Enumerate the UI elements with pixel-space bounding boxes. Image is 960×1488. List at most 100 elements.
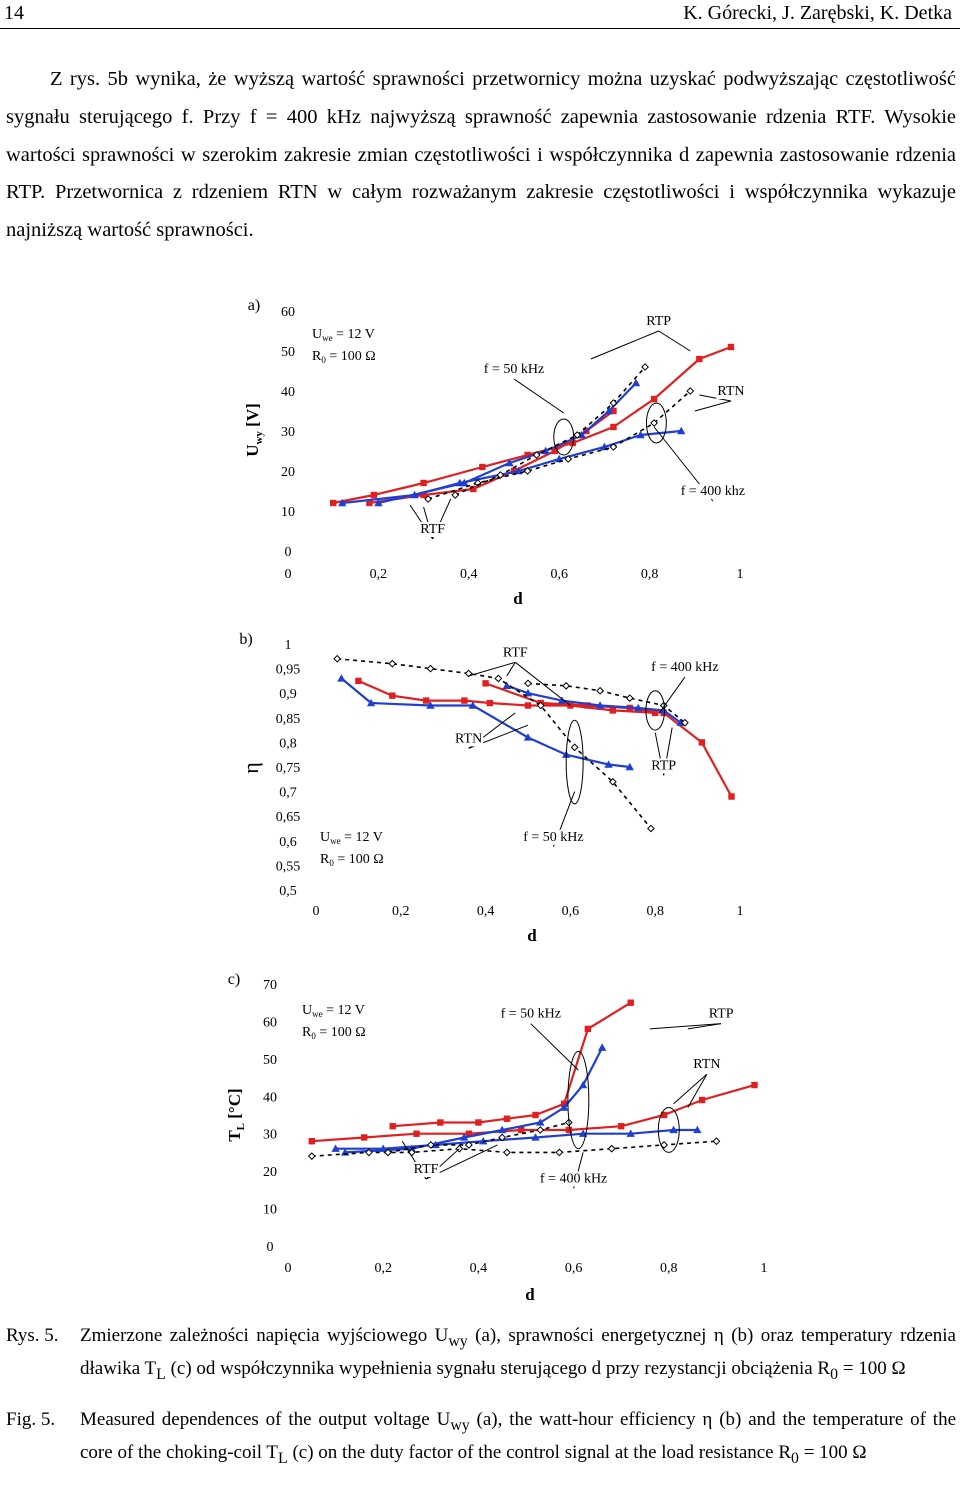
annotation-pointer <box>506 662 516 677</box>
y-tick-label: 60 <box>263 1015 277 1030</box>
data-point <box>686 387 695 395</box>
chart-panel-3: c) 0 10 20 30 40 50 60 70 0 0,2 0,4 0,6 0,8 1 d TL [°C] U… <box>225 971 768 1304</box>
annotation-label-bg <box>454 731 484 747</box>
data-point <box>625 694 634 703</box>
data-series <box>337 674 634 771</box>
annotation-label-bg <box>707 1006 735 1022</box>
annotation-label: RTN <box>455 731 482 746</box>
data-point <box>308 1138 315 1145</box>
data-point <box>641 363 649 371</box>
y-tick-label: 50 <box>263 1053 277 1068</box>
data-point <box>531 1133 540 1141</box>
data-point <box>388 659 397 668</box>
caption-english-text: Measured dependences of the output volta… <box>80 1406 956 1473</box>
annotation-label-bg <box>419 522 447 537</box>
data-point <box>426 701 435 709</box>
data-point <box>461 697 468 704</box>
annotation-pointer <box>658 330 691 352</box>
y-tick-label: 0 <box>285 545 292 560</box>
annotation-label: f = 50 kHz <box>501 1007 561 1022</box>
x-tick-label: 0 <box>313 904 320 919</box>
x-axis-label: d <box>525 1285 535 1304</box>
caption-polish-part: (a), sprawności energetycznej η (b) oraz… <box>80 1325 956 1380</box>
series-line <box>485 682 733 798</box>
x-tick-label: 1 <box>761 1261 768 1276</box>
data-point <box>669 1125 678 1134</box>
y-tick-label: 0 <box>267 1240 274 1255</box>
annotation-label: RTN <box>717 384 744 399</box>
y-tick-label: 30 <box>281 425 295 440</box>
data-point <box>475 1119 482 1126</box>
data-point <box>451 491 460 499</box>
annotation-ellipse <box>645 690 666 731</box>
caption-polish-part: (c) od współczynnika wypełnienia sygnału… <box>165 1358 831 1380</box>
data-point <box>596 686 604 695</box>
annotation-label: f = 400 kHz <box>651 660 718 675</box>
param-voltage-rest: = 12 V <box>333 327 375 342</box>
data-series <box>502 681 685 726</box>
data-point <box>338 498 347 507</box>
param-resistance-main: R <box>312 349 322 364</box>
param-resistance-rest: = 100 Ω <box>326 349 376 364</box>
data-point <box>555 1148 564 1157</box>
annotation-pointer <box>673 1073 708 1105</box>
annotation-label: RTP <box>646 314 671 329</box>
data-point <box>693 1125 702 1134</box>
data-series <box>482 680 735 800</box>
annotation-label-bg <box>522 829 585 845</box>
data-point <box>610 423 617 431</box>
data-point <box>712 1137 721 1146</box>
data-point <box>625 762 634 771</box>
y-axis-label-main: U <box>243 445 262 457</box>
y-tick-label: 10 <box>281 505 295 520</box>
x-axis-label: d <box>513 589 523 608</box>
series-line <box>311 1084 755 1143</box>
data-series <box>333 654 655 833</box>
annotation-pointer <box>530 1023 579 1071</box>
param-voltage: Uwe = 12 V <box>320 830 383 846</box>
data-point <box>503 1148 511 1157</box>
data-point <box>423 697 430 704</box>
data-point <box>557 696 567 704</box>
data-point <box>536 701 545 710</box>
data-point <box>559 1103 569 1111</box>
data-point <box>365 1148 373 1157</box>
annotation-label: RTF <box>503 645 528 660</box>
x-tick-label: 0 <box>285 1261 292 1276</box>
data-point <box>659 706 668 714</box>
data-point <box>660 1141 668 1149</box>
y-tick-label: 0,85 <box>276 712 301 727</box>
y-tick-label: 1 <box>285 638 292 653</box>
annotation-label: f = 50 kHz <box>523 830 583 845</box>
data-point <box>652 709 659 717</box>
data-point <box>384 1148 392 1157</box>
data-point <box>331 1144 340 1152</box>
x-tick-label: 0,2 <box>370 567 388 582</box>
param-resistance: R0 = 100 Ω <box>320 852 384 868</box>
page-number: 14 <box>4 2 24 24</box>
data-series <box>451 363 649 499</box>
data-point <box>570 743 579 752</box>
caption-english-sub: wy <box>450 1416 470 1434</box>
annotation-pointer <box>513 378 565 414</box>
caption-english-part: = 100 Ω <box>798 1442 867 1464</box>
param-voltage-main: U <box>312 327 322 342</box>
data-point <box>426 664 435 673</box>
page-header: 14 K. Górecki, J. Zarębski, K. Detka <box>0 0 960 29</box>
x-tick-label: 0 <box>285 567 292 582</box>
param-voltage-main: U <box>320 830 330 845</box>
y-axis-label: Uwy [V] <box>243 403 265 457</box>
annotation-label-bg <box>412 1162 440 1178</box>
annotation-ellipse <box>657 1107 680 1153</box>
y-tick-label: 0,65 <box>276 810 301 825</box>
data-point <box>608 777 617 786</box>
y-tick-label: 60 <box>281 305 295 320</box>
series-line <box>337 658 652 830</box>
data-point <box>505 458 514 467</box>
data-point <box>524 679 532 688</box>
caption-polish-sub: L <box>156 1366 166 1384</box>
data-point <box>532 451 541 459</box>
data-point <box>751 1081 758 1089</box>
